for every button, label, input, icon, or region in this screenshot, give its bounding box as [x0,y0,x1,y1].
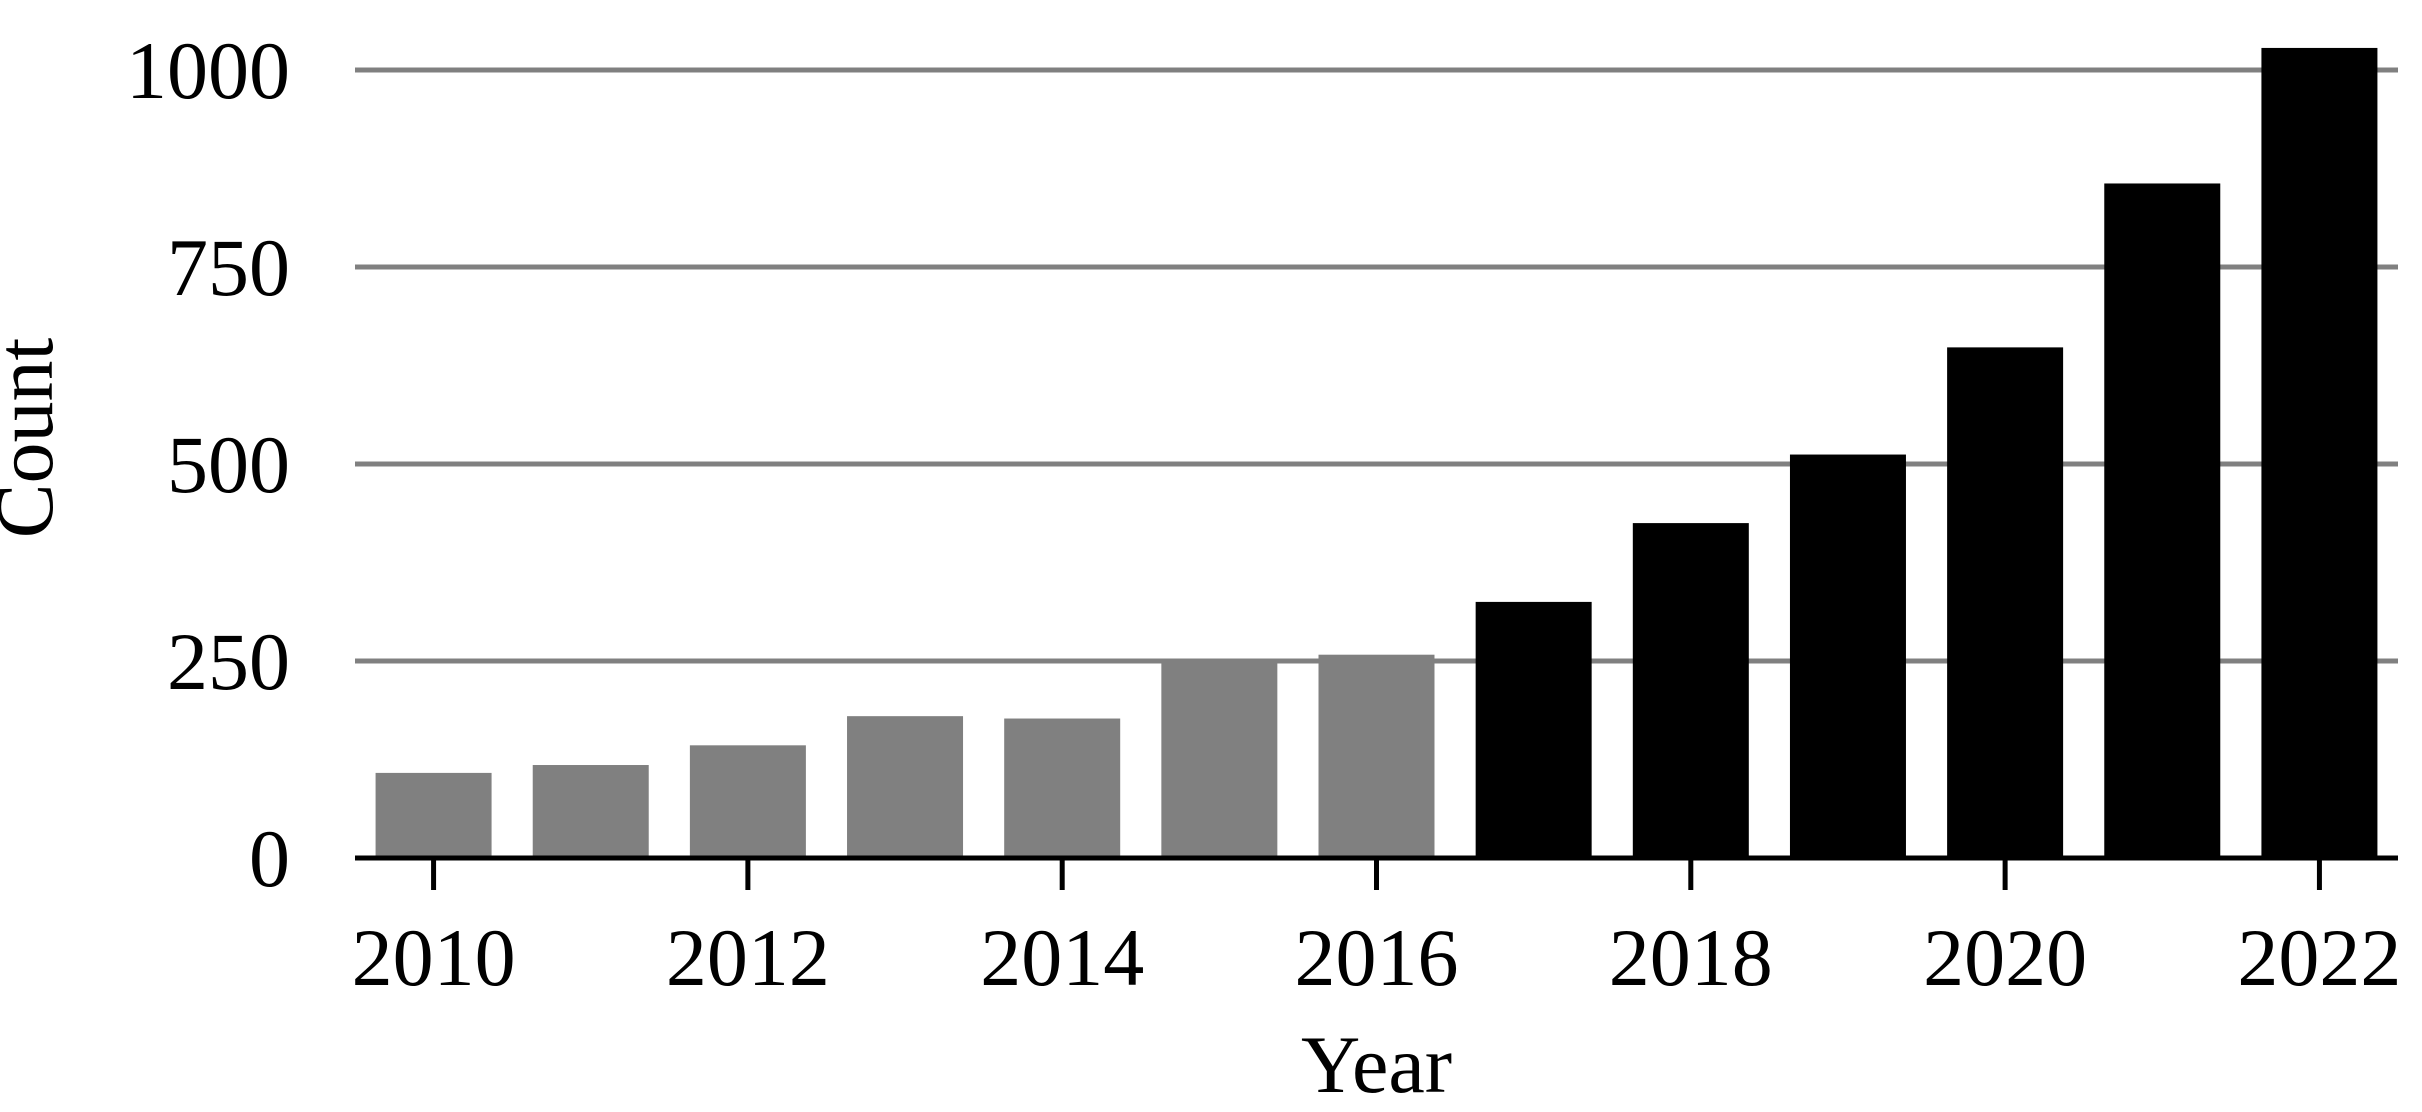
y-tick-label: 500 [167,419,290,510]
bar-2017 [1475,601,1592,858]
y-tick-label: 750 [167,222,290,313]
x-tick-label: 2010 [352,912,516,1003]
bar-2018 [1632,523,1749,858]
bar-2015 [1161,661,1278,858]
x-tick-label: 2016 [1295,912,1459,1003]
x-axis-title: Year [1301,1019,1452,1110]
x-tick-label: 2014 [980,912,1144,1003]
y-tick-label: 0 [249,813,290,904]
x-ticks: 2010 2012 2014 2016 2018 2020 2022 [352,858,2401,1003]
x-tick-label: 2012 [666,912,830,1003]
x-tick-label: 2018 [1609,912,1773,1003]
bar-2020 [1947,347,2064,858]
bar-2010 [375,772,492,858]
x-tick-label: 2022 [2237,912,2401,1003]
bar-2013 [847,716,964,858]
bar-2021 [2104,183,2221,859]
y-tick-label: 1000 [126,25,290,116]
x-tick-label: 2020 [1923,912,2087,1003]
bar-2022 [2261,47,2378,859]
bar-2014 [1004,718,1121,858]
bars [375,47,2378,859]
y-axis-title: Count [0,338,70,539]
bar-2016 [1318,654,1435,858]
bar-2012 [689,745,806,858]
gridlines [355,67,2398,664]
bar-2011 [532,765,649,858]
bar-2019 [1789,454,1906,858]
y-ticks: 0 250 500 750 1000 [126,25,290,904]
y-tick-label: 250 [167,616,290,707]
